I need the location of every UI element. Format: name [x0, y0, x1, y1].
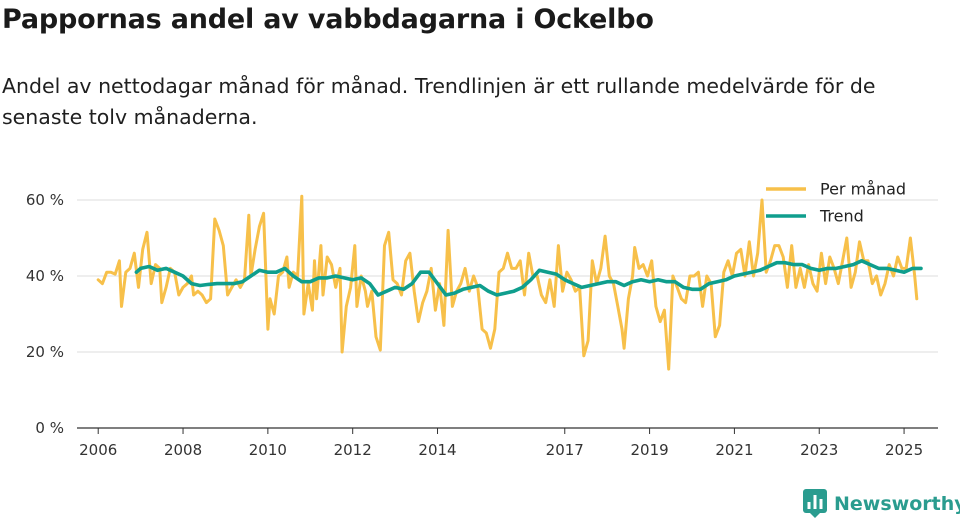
x-tick-label: 2021	[715, 441, 753, 459]
x-tick-label: 2014	[418, 441, 456, 459]
chart-title: Pappornas andel av vabbdagarna i Ockelbo	[2, 4, 654, 35]
chart-subtitle: Andel av nettodagar månad för månad. Tre…	[2, 74, 876, 129]
series-line-trend	[134, 259, 923, 297]
x-tick-label: 2010	[249, 441, 287, 459]
y-tick-label: 20 %	[26, 343, 64, 361]
x-tick-label: 2019	[630, 441, 668, 459]
legend-label: Per månad	[820, 180, 906, 199]
newsworthy-chart-icon	[803, 489, 827, 518]
newsworthy-logo: Newsworthy	[803, 489, 960, 518]
x-tick-label: 2006	[79, 441, 117, 459]
brand-name: Newsworthy	[834, 492, 960, 515]
y-tick-label: 40 %	[26, 267, 64, 285]
x-tick-label: 2017	[546, 441, 584, 459]
x-tick-label: 2023	[800, 441, 838, 459]
x-tick-label: 2025	[885, 441, 923, 459]
y-tick-label: 0 %	[35, 419, 64, 437]
legend-label: Trend	[819, 207, 864, 226]
y-tick-label: 60 %	[26, 191, 64, 209]
x-tick-label: 2008	[164, 441, 202, 459]
x-tick-label: 2012	[334, 441, 372, 459]
